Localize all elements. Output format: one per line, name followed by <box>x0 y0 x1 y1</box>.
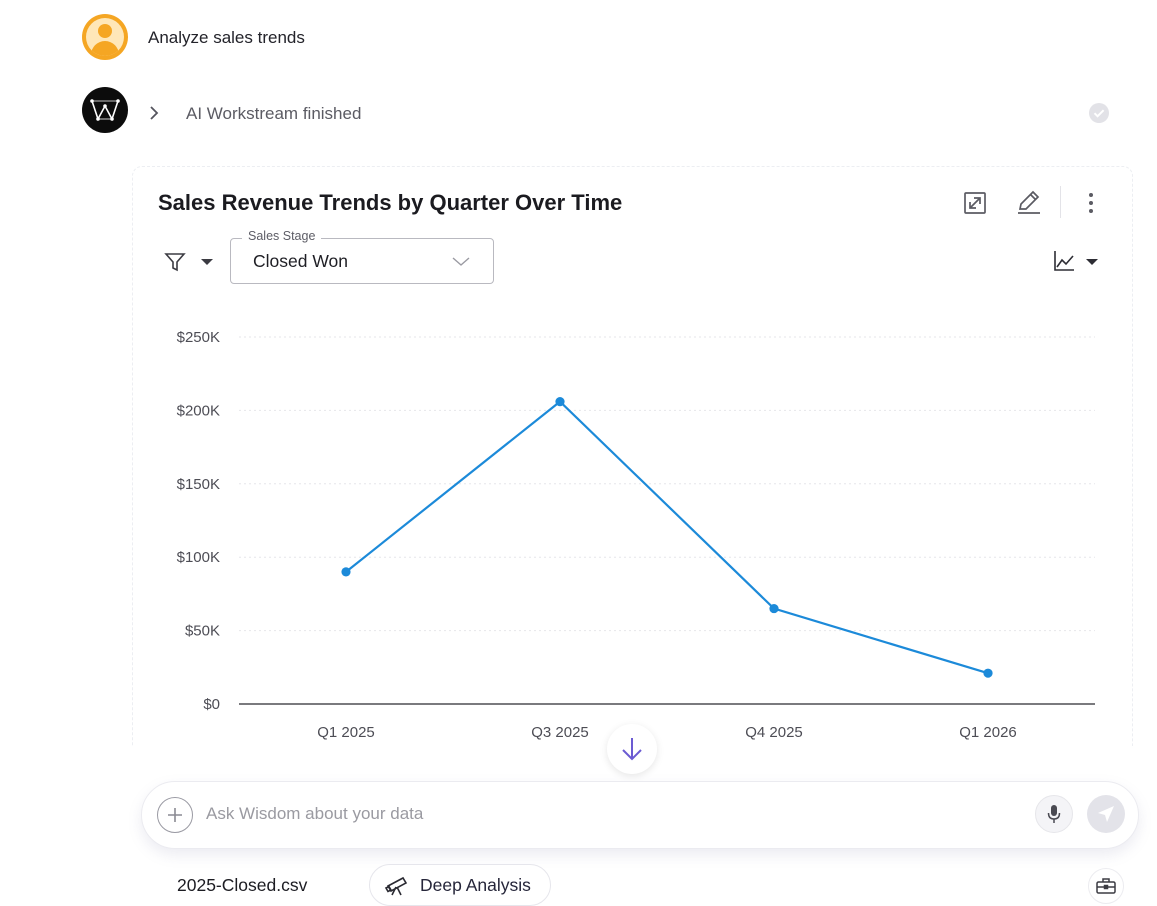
x-tick-label: Q1 2026 <box>959 724 1017 741</box>
data-point <box>341 567 351 577</box>
x-tick-label: Q3 2025 <box>531 724 589 741</box>
send-icon <box>1098 806 1114 822</box>
line-chart: $0 $50K $100K $150K $200K $250K Q1 2025 Q3 2025… <box>177 329 1095 741</box>
user-avatar-icon <box>86 18 124 56</box>
y-tick-label: $50K <box>185 623 220 640</box>
toolbox-icon <box>1096 878 1116 894</box>
data-point <box>769 603 779 614</box>
chart-type-caret-icon[interactable] <box>1084 252 1100 272</box>
scroll-down-button[interactable] <box>607 724 657 774</box>
deep-analysis-label: Deep Analysis <box>420 874 531 895</box>
x-tick-label: Q4 2025 <box>745 724 803 741</box>
more-vertical-icon[interactable] <box>1076 188 1106 218</box>
y-tick-label: $250K <box>177 329 220 346</box>
send-button[interactable] <box>1087 795 1125 833</box>
ai-status-text: AI Workstream finished <box>186 104 362 123</box>
arrow-down-icon <box>622 738 642 761</box>
chart-title: Sales Revenue Trends by Quarter Over Tim… <box>158 190 623 215</box>
y-tick-label: $100K <box>177 549 220 566</box>
pencil-icon[interactable] <box>1014 187 1044 217</box>
filter-icon[interactable] <box>163 250 187 274</box>
wisdom-logo-icon <box>82 87 128 133</box>
filter-caret-icon[interactable] <box>199 252 215 272</box>
telescope-icon <box>384 876 408 896</box>
expand-icon[interactable] <box>960 188 990 218</box>
add-attachment-button[interactable] <box>157 797 193 833</box>
chevron-down-icon[interactable] <box>450 250 472 272</box>
y-tick-label: $200K <box>177 402 220 419</box>
sales-stage-select[interactable] <box>230 238 494 284</box>
microphone-button[interactable] <box>1035 795 1073 833</box>
check-circle-icon <box>1088 102 1110 124</box>
sales-stage-label: Sales Stage <box>242 229 322 243</box>
user-message: Analyze sales trends <box>148 28 305 47</box>
y-tick-label: $150K <box>177 476 220 493</box>
x-tick-label: Q1 2025 <box>317 724 375 741</box>
line-chart-icon[interactable] <box>1051 248 1077 274</box>
series-line <box>345 400 989 675</box>
sales-stage-value[interactable]: Closed Won <box>253 251 349 271</box>
toolbar-divider <box>1060 186 1061 218</box>
y-tick-label: $0 <box>203 696 220 713</box>
attached-file-name[interactable]: 2025-Closed.csv <box>177 875 308 895</box>
expand-workstream-chevron-icon[interactable] <box>146 102 164 124</box>
user-avatar <box>82 14 128 60</box>
data-point <box>555 396 565 407</box>
ask-input[interactable] <box>206 801 1006 827</box>
plus-icon <box>168 808 182 822</box>
toolbox-button[interactable] <box>1088 868 1124 904</box>
microphone-icon <box>1047 805 1061 823</box>
data-point <box>983 668 993 678</box>
deep-analysis-button[interactable]: Deep Analysis <box>369 864 551 906</box>
